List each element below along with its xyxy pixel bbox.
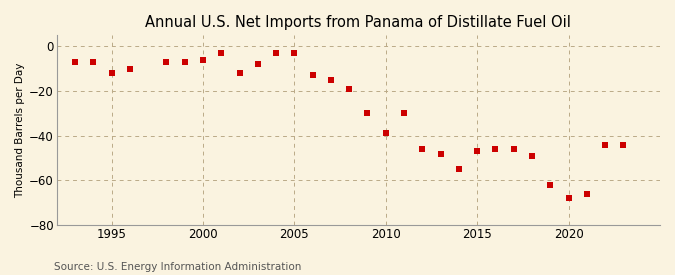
Point — [563, 196, 574, 200]
Point — [252, 62, 263, 67]
Point — [325, 78, 336, 82]
Point — [216, 51, 227, 55]
Point — [381, 131, 392, 136]
Point — [600, 142, 611, 147]
Point — [124, 67, 135, 71]
Point — [472, 149, 483, 153]
Point — [526, 154, 537, 158]
Point — [581, 192, 592, 196]
Point — [307, 73, 318, 78]
Point — [234, 71, 245, 75]
Text: Source: U.S. Energy Information Administration: Source: U.S. Energy Information Administ… — [54, 262, 301, 272]
Point — [508, 147, 519, 151]
Point — [435, 151, 446, 156]
Point — [490, 147, 501, 151]
Point — [417, 147, 428, 151]
Point — [180, 60, 190, 64]
Point — [362, 111, 373, 116]
Point — [271, 51, 281, 55]
Point — [70, 60, 80, 64]
Point — [399, 111, 410, 116]
Point — [88, 60, 99, 64]
Point — [454, 167, 464, 171]
Point — [198, 58, 209, 62]
Title: Annual U.S. Net Imports from Panama of Distillate Fuel Oil: Annual U.S. Net Imports from Panama of D… — [145, 15, 571, 30]
Point — [106, 71, 117, 75]
Point — [618, 142, 629, 147]
Y-axis label: Thousand Barrels per Day: Thousand Barrels per Day — [15, 62, 25, 198]
Point — [289, 51, 300, 55]
Point — [161, 60, 171, 64]
Point — [545, 183, 556, 187]
Point — [344, 87, 354, 91]
